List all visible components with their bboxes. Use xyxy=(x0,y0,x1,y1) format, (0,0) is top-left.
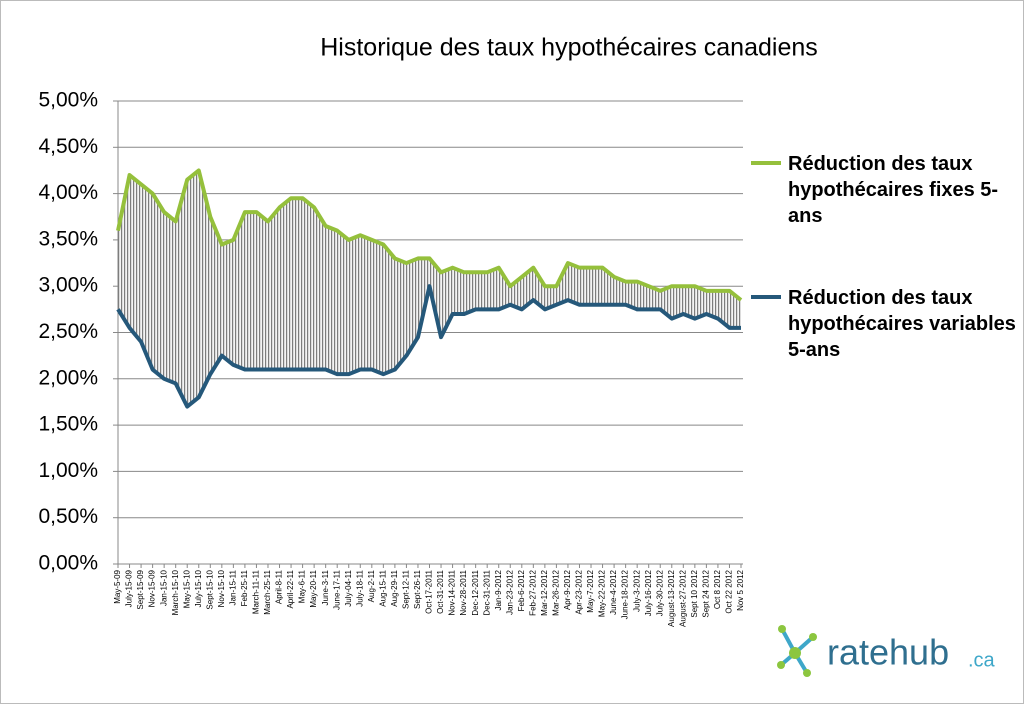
x-tick-label: April-8-11 xyxy=(275,569,284,604)
x-tick-label: May-7-2012 xyxy=(586,569,595,612)
x-tick-label: Aug-2-11 xyxy=(367,569,376,602)
x-tick-label: July-15-10 xyxy=(194,569,203,607)
x-tick-label: Jan-15-11 xyxy=(228,569,237,605)
x-tick-label: Dec-12-2011 xyxy=(471,569,480,615)
x-tick-label: Dec-31-2011 xyxy=(482,569,491,615)
x-tick-label: July-18-11 xyxy=(355,569,364,606)
x-tick-label: June-4-2012 xyxy=(609,569,618,614)
x-tick-label: Mar-26-2012 xyxy=(552,569,561,615)
x-tick-label: Sept-26-11 xyxy=(413,569,422,609)
x-tick-label: Sept-15-10 xyxy=(205,569,214,609)
x-tick-label: Nov 5 2012 xyxy=(736,569,745,610)
x-tick-label: Aug-15-11 xyxy=(378,569,387,606)
x-tick-label: Apr-23-2012 xyxy=(575,569,584,614)
x-tick-label: Jan-23-2012 xyxy=(505,569,514,614)
x-tick-label: Jan-15-10 xyxy=(159,569,168,606)
legend-entry: Réduction des taux hypothécaires fixes 5… xyxy=(788,153,999,227)
x-tick-label: Nov-28-2011 xyxy=(459,569,468,615)
logo: ratehub .ca xyxy=(777,625,996,677)
x-tick-label: May-5-09 xyxy=(113,569,122,603)
y-tick-label: 1,00% xyxy=(38,459,98,482)
x-tick-label: Feb-27-2012 xyxy=(528,569,537,615)
x-tick-label: Oct 22 2012 xyxy=(725,569,734,613)
range-fill xyxy=(118,170,741,407)
x-tick-label: Aug-29-11 xyxy=(390,569,399,606)
logo-suffix: .ca xyxy=(968,649,996,671)
x-tick-label: March-11-11 xyxy=(252,569,261,614)
y-tick-label: 4,50% xyxy=(38,135,98,158)
x-tick-label: June-18-2012 xyxy=(621,569,630,619)
x-tick-label: July-04-11 xyxy=(344,569,353,606)
x-tick-label: May-20-11 xyxy=(309,569,318,607)
x-tick-label: Oct-17-2011 xyxy=(425,569,434,613)
x-tick-label: Sept-15-09 xyxy=(136,569,145,609)
x-tick-label: Jan-9-2012 xyxy=(494,569,503,610)
x-tick-label: June-3-11 xyxy=(321,569,330,605)
x-tick-label: March-15-10 xyxy=(171,569,180,615)
logo-text: ratehub xyxy=(827,632,949,673)
x-tick-label: June-17-11 xyxy=(332,569,341,609)
y-tick-label: 0,00% xyxy=(38,552,98,575)
series-line xyxy=(116,168,743,302)
x-tick-label: Oct-31-2011 xyxy=(436,569,445,613)
y-tick-label: 5,00% xyxy=(38,89,98,112)
x-tick-label: Sept 10 2012 xyxy=(690,569,699,617)
x-tick-label: May-15-10 xyxy=(182,569,191,608)
y-tick-label: 1,50% xyxy=(38,413,98,436)
y-tick-label: 2,00% xyxy=(38,366,98,389)
x-tick-label: Nov-14-2011 xyxy=(448,569,457,615)
x-tick-label: July-16-2012 xyxy=(644,569,653,616)
x-tick-label: July-15-09 xyxy=(125,569,134,607)
x-tick-label: April-22-11 xyxy=(286,569,295,608)
x-tick-label: Feb-6-2012 xyxy=(517,569,526,611)
x-tick-label: Sept 24 2012 xyxy=(701,569,710,617)
x-tick-label: March-25-11 xyxy=(263,569,272,614)
y-tick-label: 0,50% xyxy=(38,505,98,528)
x-tick-label: August-13-2012 xyxy=(667,569,676,626)
x-tick-label: Feb-25-11 xyxy=(240,569,249,606)
x-tick-label: May-22-2012 xyxy=(598,569,607,617)
x-tick-label: May-6-11 xyxy=(298,569,307,603)
x-tick-label: July-30-2012 xyxy=(655,569,664,616)
y-tick-label: 2,50% xyxy=(38,320,98,343)
x-tick-label: Mar-12-2012 xyxy=(540,569,549,615)
y-tick-label: 4,00% xyxy=(38,181,98,204)
series-line xyxy=(116,284,741,409)
x-tick-label: July-3-2012 xyxy=(632,569,641,611)
x-tick-label: Nov-15-09 xyxy=(148,569,157,607)
chart-title: Historique des taux hypothécaires canadi… xyxy=(320,34,818,62)
x-tick-label: Apr-9-2012 xyxy=(563,569,572,610)
y-tick-label: 3,50% xyxy=(38,227,98,250)
y-tick-label: 3,00% xyxy=(38,274,98,297)
x-tick-label: Oct 8 2012 xyxy=(713,569,722,609)
legend-entry: Réduction des taux hypothécaires variabl… xyxy=(788,287,1016,361)
x-tick-label: August-27-2012 xyxy=(678,569,687,626)
x-tick-label: Nov-15-10 xyxy=(217,569,226,607)
x-tick-label: Sept-12-11 xyxy=(402,569,411,609)
